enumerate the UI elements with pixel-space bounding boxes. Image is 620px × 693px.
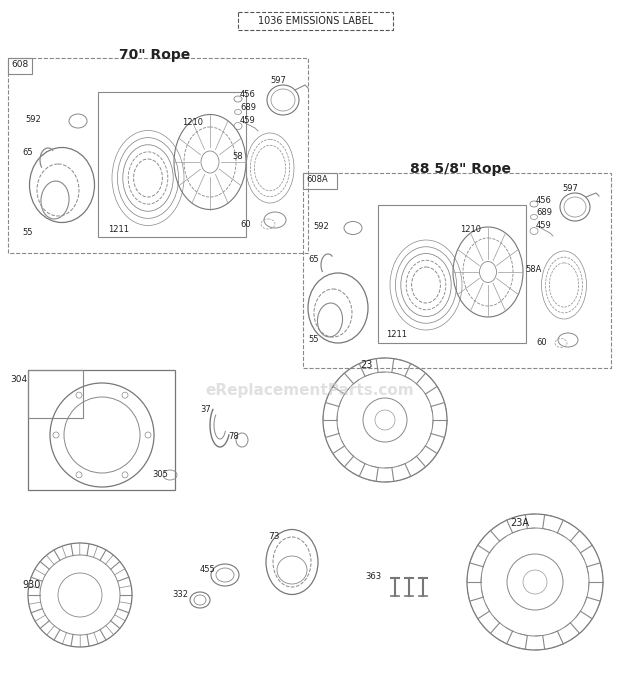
Text: 88 5/8" Rope: 88 5/8" Rope bbox=[409, 162, 510, 176]
Text: 592: 592 bbox=[25, 115, 41, 124]
Text: 689: 689 bbox=[240, 103, 256, 112]
Text: 65: 65 bbox=[22, 148, 33, 157]
Text: 305: 305 bbox=[152, 470, 168, 479]
Text: 608: 608 bbox=[11, 60, 29, 69]
Bar bbox=[98, 92, 246, 237]
Bar bbox=[303, 173, 337, 189]
Text: 459: 459 bbox=[536, 221, 552, 230]
Bar bbox=[238, 12, 393, 30]
Bar bbox=[28, 370, 83, 418]
Text: 55: 55 bbox=[22, 228, 32, 237]
Text: 332: 332 bbox=[172, 590, 188, 599]
Bar bbox=[378, 205, 526, 343]
Text: 23A: 23A bbox=[510, 518, 529, 528]
Text: 60: 60 bbox=[240, 220, 250, 229]
Text: 1036 EMISSIONS LABEL: 1036 EMISSIONS LABEL bbox=[258, 16, 373, 26]
Text: 459: 459 bbox=[240, 116, 255, 125]
Text: 689: 689 bbox=[536, 208, 552, 217]
Text: 78: 78 bbox=[228, 432, 239, 441]
Text: 592: 592 bbox=[313, 222, 329, 231]
Text: 363: 363 bbox=[365, 572, 381, 581]
Text: 58: 58 bbox=[232, 152, 242, 161]
Bar bbox=[8, 58, 32, 74]
Text: 304: 304 bbox=[10, 375, 27, 384]
Text: 456: 456 bbox=[240, 90, 256, 99]
Text: 597: 597 bbox=[562, 184, 578, 193]
Text: 60: 60 bbox=[536, 338, 547, 347]
Text: 930: 930 bbox=[22, 580, 40, 590]
Text: 608A: 608A bbox=[306, 175, 328, 184]
Text: 1211: 1211 bbox=[386, 330, 407, 339]
Text: 70" Rope: 70" Rope bbox=[120, 48, 190, 62]
Text: eReplacementParts.com: eReplacementParts.com bbox=[206, 383, 414, 398]
Text: 73: 73 bbox=[268, 532, 280, 541]
Text: 455: 455 bbox=[200, 565, 216, 574]
Bar bbox=[8, 58, 308, 253]
Text: 1210: 1210 bbox=[460, 225, 481, 234]
Bar bbox=[303, 173, 611, 368]
Text: 55: 55 bbox=[308, 335, 319, 344]
Text: 1210: 1210 bbox=[182, 118, 203, 127]
Text: 65: 65 bbox=[308, 255, 319, 264]
Text: 456: 456 bbox=[536, 196, 552, 205]
Text: 23: 23 bbox=[360, 360, 373, 370]
Text: 1211: 1211 bbox=[108, 225, 129, 234]
Text: 37: 37 bbox=[200, 405, 211, 414]
Text: 597: 597 bbox=[270, 76, 286, 85]
Text: 58A: 58A bbox=[525, 265, 541, 274]
